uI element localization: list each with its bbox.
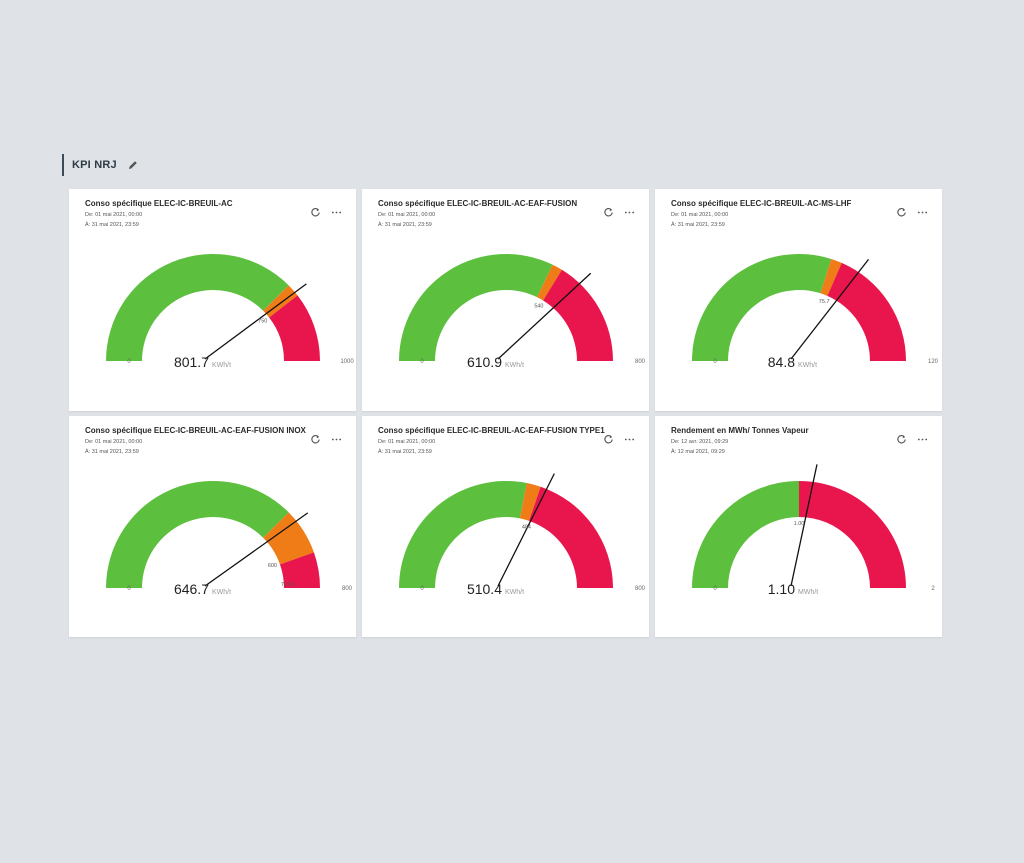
card-date-from: De: 01 mai 2021, 00:00 <box>378 212 436 218</box>
gauge-max-label: 800 <box>342 586 353 592</box>
gauge-unit: KWh/t <box>505 362 524 369</box>
gauge-threshold-label-2: 713.6 <box>281 582 295 588</box>
gauge-card: 0 120 75.7 84.8 KWh/t Conso spécifique ELEC-… <box>655 189 942 411</box>
dashboard-title: KPI NRJ <box>72 159 117 171</box>
gauge-band-red <box>827 262 906 361</box>
gauge-min-label: 0 <box>420 359 424 365</box>
gauge-value: 646.7 <box>174 581 209 597</box>
gauge-card: 0 800 600 713.6 646.7 KWh/t Conso spécifique … <box>69 416 356 637</box>
gauge-band-green <box>692 481 799 588</box>
gauge-band-orange <box>519 483 541 521</box>
gauge-needle <box>497 473 555 587</box>
card-title: Conso spécifique ELEC-IC-BREUIL-AC-EAF-F… <box>378 426 605 435</box>
refresh-icon[interactable] <box>896 207 907 218</box>
gauge-band-green <box>106 253 289 361</box>
pencil-icon[interactable] <box>127 159 139 171</box>
gauge-unit: KWh/t <box>505 589 524 596</box>
gauge-band-red <box>528 486 613 588</box>
gauge-band-green <box>399 253 553 361</box>
refresh-icon[interactable] <box>896 434 907 445</box>
gauge-value: 510.4 <box>467 581 502 597</box>
gauge-max-label: 1000 <box>340 359 354 365</box>
gauge-chart: 0 800 600 713.6 646.7 KWh/t <box>106 481 353 597</box>
gauge-band-red <box>269 295 320 361</box>
gauge-needle <box>204 283 307 360</box>
refresh-icon[interactable] <box>603 434 614 445</box>
gauge-card: 0 2 1.00 1.10 MWh/t Rendement en MWh/ Tonnes… <box>655 416 942 637</box>
gauge-threshold-label: 750 <box>258 318 267 324</box>
gauge-needle <box>790 464 818 587</box>
refresh-icon[interactable] <box>310 207 321 218</box>
gauge-band-red <box>543 269 613 361</box>
gauge-threshold-label: 1.00 <box>794 521 805 527</box>
gauge-min-label: 0 <box>127 359 131 365</box>
more-options-icon[interactable] <box>917 434 928 445</box>
gauge-unit: KWh/t <box>212 589 231 596</box>
gauge-chart: 0 120 75.7 84.8 KWh/t <box>692 254 939 370</box>
gauge-band-green <box>692 254 832 361</box>
gauge-band-orange <box>536 264 562 301</box>
gauge-threshold-label: 600 <box>268 563 277 569</box>
gauge-min-label: 0 <box>127 586 131 592</box>
more-options-icon[interactable] <box>624 434 635 445</box>
card-date-from: De: 01 mai 2021, 00:00 <box>85 212 143 218</box>
gauge-card: 0 1000 750 801.7 KWh/t Conso spécifique ELEC… <box>69 189 356 411</box>
gauge-card: 0 800 484 510.4 KWh/t Conso spécifique ELEC-… <box>362 416 649 637</box>
gauge-band-green <box>106 481 289 588</box>
gauge-min-label: 0 <box>713 586 717 592</box>
gauge-value: 610.9 <box>467 354 502 370</box>
refresh-icon[interactable] <box>603 207 614 218</box>
gauge-chart: 0 800 484 510.4 KWh/t <box>399 473 646 597</box>
card-date-to: À: 31 mai 2021, 23:59 <box>85 222 139 228</box>
gauge-value: 84.8 <box>768 354 795 370</box>
card-date-to: À: 31 mai 2021, 23:59 <box>671 222 725 228</box>
card-title: Rendement en MWh/ Tonnes Vapeur <box>671 426 809 435</box>
gauge-needle <box>204 512 309 587</box>
gauge-band-red <box>799 481 906 588</box>
card-title: Conso spécifique ELEC-IC-BREUIL-AC-EAF-F… <box>378 199 578 208</box>
card-date-from: De: 01 mai 2021, 00:00 <box>671 212 729 218</box>
gauge-value: 801.7 <box>174 354 209 370</box>
more-options-icon[interactable] <box>917 207 928 218</box>
gauge-needle <box>497 272 592 360</box>
card-date-to: À: 12 mai 2021, 09:29 <box>671 449 725 455</box>
gauge-band-green <box>399 481 527 588</box>
gauge-max-label: 800 <box>635 359 646 365</box>
card-date-to: À: 31 mai 2021, 23:59 <box>378 222 432 228</box>
gauge-unit: KWh/t <box>798 362 817 369</box>
gauge-band-red <box>279 552 320 588</box>
gauge-unit: KWh/t <box>212 362 231 369</box>
gauge-needle <box>790 258 870 360</box>
refresh-icon[interactable] <box>310 434 321 445</box>
card-date-from: De: 12 avr. 2021, 09:29 <box>671 439 729 445</box>
gauge-chart: 0 1000 750 801.7 KWh/t <box>106 253 354 370</box>
more-options-icon[interactable] <box>624 207 635 218</box>
gauge-band-orange <box>263 512 314 565</box>
card-title: Conso spécifique ELEC-IC-BREUIL-AC-EAF-F… <box>85 426 306 435</box>
gauge-unit: MWh/t <box>798 589 818 596</box>
dashboard-header: KPI NRJ <box>62 154 139 176</box>
card-date-to: À: 31 mai 2021, 23:59 <box>378 449 432 455</box>
gauge-min-label: 0 <box>713 359 717 365</box>
more-options-icon[interactable] <box>331 434 342 445</box>
gauge-threshold-label: 75.7 <box>819 299 830 305</box>
gauge-min-label: 0 <box>420 586 424 592</box>
gauge-chart: 0 800 540 610.9 KWh/t <box>399 253 646 370</box>
gauge-chart: 0 2 1.00 1.10 MWh/t <box>692 464 935 597</box>
gauge-max-label: 800 <box>635 586 646 592</box>
gauge-threshold-label: 484 <box>522 524 531 530</box>
card-title: Conso spécifique ELEC-IC-BREUIL-AC-MS-LH… <box>671 199 852 208</box>
card-date-from: De: 01 mai 2021, 00:00 <box>378 439 436 445</box>
card-date-from: De: 01 mai 2021, 00:00 <box>85 439 143 445</box>
gauge-threshold-label: 540 <box>534 303 543 309</box>
more-options-icon[interactable] <box>331 207 342 218</box>
gauge-max-label: 2 <box>931 586 935 592</box>
gauge-card: 0 800 540 610.9 KWh/t Conso spécifique ELEC-… <box>362 189 649 411</box>
gauge-value: 1.10 <box>768 581 795 597</box>
card-date-to: À: 31 mai 2021, 23:59 <box>85 449 139 455</box>
gauge-max-label: 120 <box>928 359 939 365</box>
card-title: Conso spécifique ELEC-IC-BREUIL-AC <box>85 199 233 208</box>
gauge-band-orange <box>820 258 842 296</box>
